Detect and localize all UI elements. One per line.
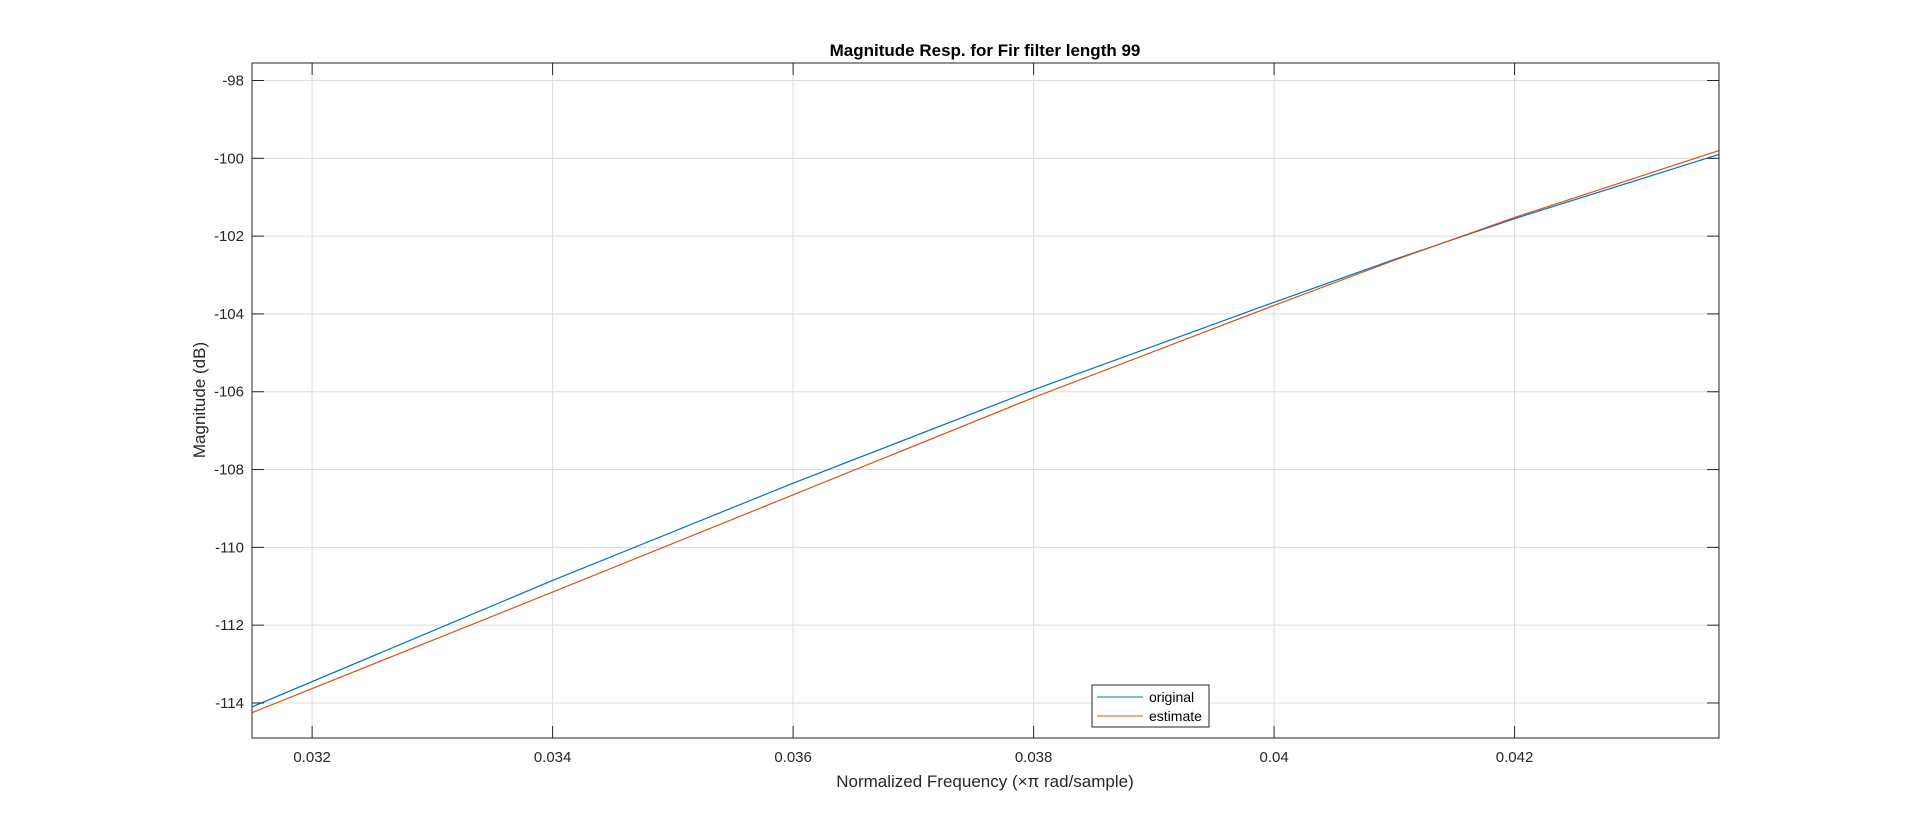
y-tick-label-2: -110 bbox=[215, 539, 244, 556]
legend-label-estimate: estimate bbox=[1149, 708, 1202, 724]
y-tick-label-8: -98 bbox=[222, 73, 244, 90]
y-tick-label-5: -104 bbox=[214, 306, 244, 323]
legend-box bbox=[1091, 684, 1210, 728]
chart-title: Magnitude Resp. for Fir filter length 99 bbox=[830, 41, 1141, 60]
x-tick-label-3: 0.038 bbox=[1015, 749, 1053, 766]
legend: original estimate bbox=[1091, 684, 1210, 728]
y-axis-label: Magnitude (dB) bbox=[190, 342, 209, 458]
grid bbox=[252, 63, 1719, 738]
legend-label-original: original bbox=[1149, 689, 1194, 705]
y-tick-label-7: -100 bbox=[214, 150, 244, 167]
series-layer bbox=[251, 149, 1720, 714]
y-tick-label-4: -106 bbox=[214, 384, 244, 401]
y-tick-label-0: -114 bbox=[215, 695, 244, 712]
y-tick-label-6: -102 bbox=[214, 228, 244, 245]
x-axis-label: Normalized Frequency (×π rad/sample) bbox=[836, 772, 1134, 791]
axes-box bbox=[251, 62, 1720, 739]
y-tick-label-3: -108 bbox=[214, 462, 244, 479]
ticks: 0.032 0.034 0.036 0.038 0.04 0.042 -114 -112 -11… bbox=[214, 63, 1719, 766]
x-tick-label-1: 0.034 bbox=[534, 749, 572, 766]
x-tick-label-5: 0.042 bbox=[1496, 749, 1534, 766]
x-tick-label-0: 0.032 bbox=[293, 749, 331, 766]
x-tick-label-4: 0.04 bbox=[1259, 749, 1288, 766]
x-tick-label-2: 0.036 bbox=[774, 749, 812, 766]
y-tick-label-1: -112 bbox=[215, 617, 244, 634]
plot-area bbox=[252, 63, 1719, 738]
axes bbox=[251, 62, 1720, 739]
series-line-original bbox=[251, 153, 1720, 708]
series-line-estimate bbox=[251, 149, 1720, 714]
